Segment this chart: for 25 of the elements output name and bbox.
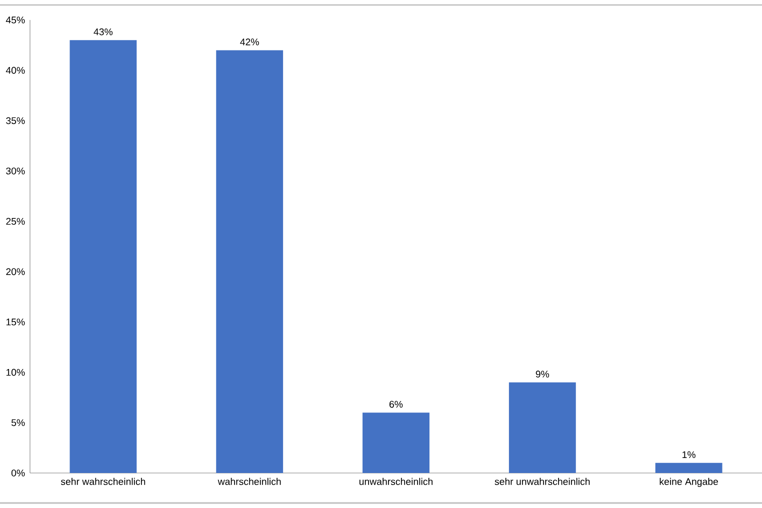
- data-label: 1%: [682, 451, 696, 458]
- data-label: 43%: [94, 28, 113, 36]
- x-tick-label: unwahrscheinlich: [359, 478, 432, 485]
- y-tick-label: 25%: [6, 218, 25, 225]
- bar: [216, 50, 284, 473]
- data-label: 9%: [536, 370, 550, 378]
- y-tick-label: 20%: [6, 268, 25, 276]
- bar: [508, 382, 576, 473]
- x-tick-label: sehr wahrscheinlich: [60, 478, 146, 485]
- y-tick-label: 30%: [6, 168, 25, 174]
- bar: [362, 412, 430, 473]
- x-tick-label: sehr unwahrscheinlich: [494, 478, 590, 485]
- data-label: 6%: [390, 400, 403, 408]
- y-tick-label: 40%: [6, 66, 25, 74]
- bar: [655, 462, 722, 473]
- x-tick-label: wahrscheinlich: [218, 478, 281, 485]
- bar: [70, 40, 137, 473]
- y-tick-label: 35%: [6, 117, 25, 124]
- y-tick-label: 45%: [6, 16, 25, 24]
- data-label: 42%: [240, 38, 259, 46]
- y-tick-label: 0%: [11, 470, 25, 476]
- y-tick-label: 15%: [6, 318, 25, 326]
- y-tick-label: 10%: [6, 368, 25, 376]
- x-tick-label: keine Angabe: [660, 478, 718, 487]
- y-tick-label: 5%: [12, 419, 25, 426]
